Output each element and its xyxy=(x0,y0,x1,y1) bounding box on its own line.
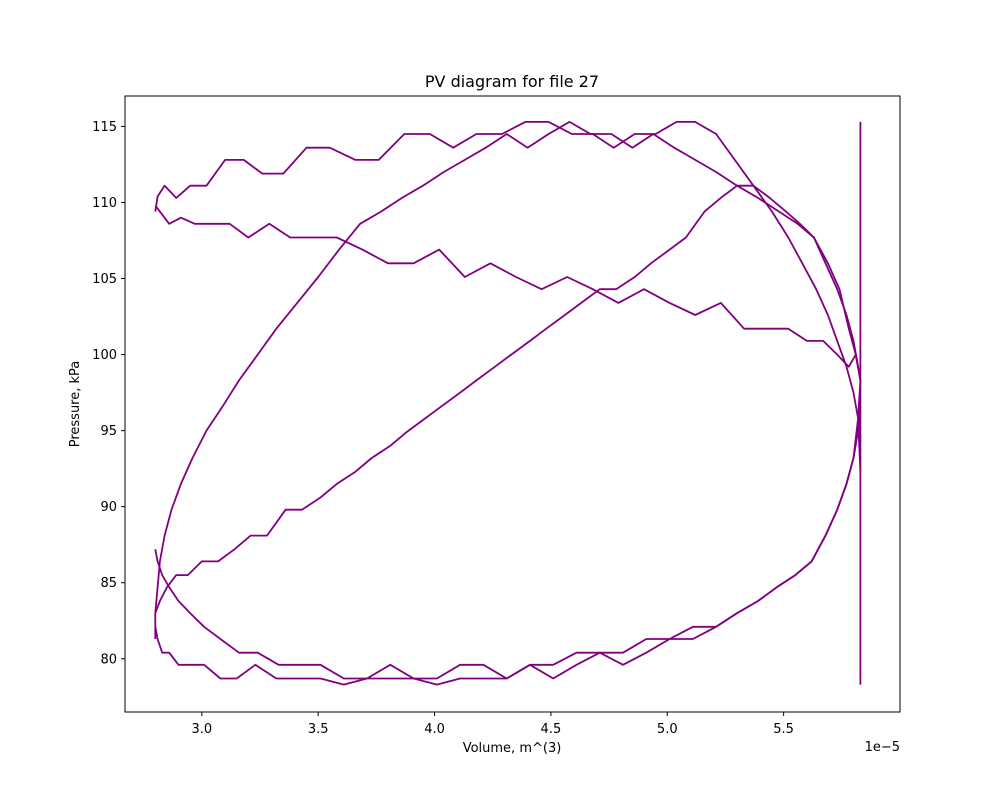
y-tick-label: 100 xyxy=(92,348,117,363)
series-line-3 xyxy=(154,121,862,639)
y-tick-label: 115 xyxy=(92,120,117,135)
x-tick-label: 5.5 xyxy=(773,722,794,737)
x-tick-label: 3.5 xyxy=(308,722,329,737)
x-offset-label: 1e−5 xyxy=(865,740,900,755)
x-axis: 3.0 3.5 4.0 4.5 5.0 5.5 xyxy=(191,712,794,737)
y-tick-label: 110 xyxy=(92,196,117,211)
y-tick-label: 95 xyxy=(100,424,117,439)
series-line-6 xyxy=(154,184,862,614)
x-axis-label: Volume, m^(3) xyxy=(463,741,562,756)
y-tick-label: 80 xyxy=(100,652,117,667)
y-tick-label: 90 xyxy=(100,500,117,515)
series-line-5 xyxy=(154,406,862,686)
y-tick-label: 85 xyxy=(100,576,117,591)
x-tick-label: 3.0 xyxy=(191,722,212,737)
chart-title: PV diagram for file 27 xyxy=(425,72,599,91)
x-tick-label: 5.0 xyxy=(657,722,678,737)
series-lines xyxy=(154,121,862,686)
series-line-1 xyxy=(154,121,862,472)
series-line-2 xyxy=(154,204,862,381)
y-axis-label: Pressure, kPa xyxy=(68,361,83,448)
plot-frame xyxy=(124,95,901,713)
x-tick-label: 4.5 xyxy=(541,722,562,737)
y-axis: 80 85 90 95 100 105 110 115 xyxy=(92,120,125,667)
y-tick-label: 105 xyxy=(92,272,117,287)
x-tick-label: 4.0 xyxy=(424,722,445,737)
